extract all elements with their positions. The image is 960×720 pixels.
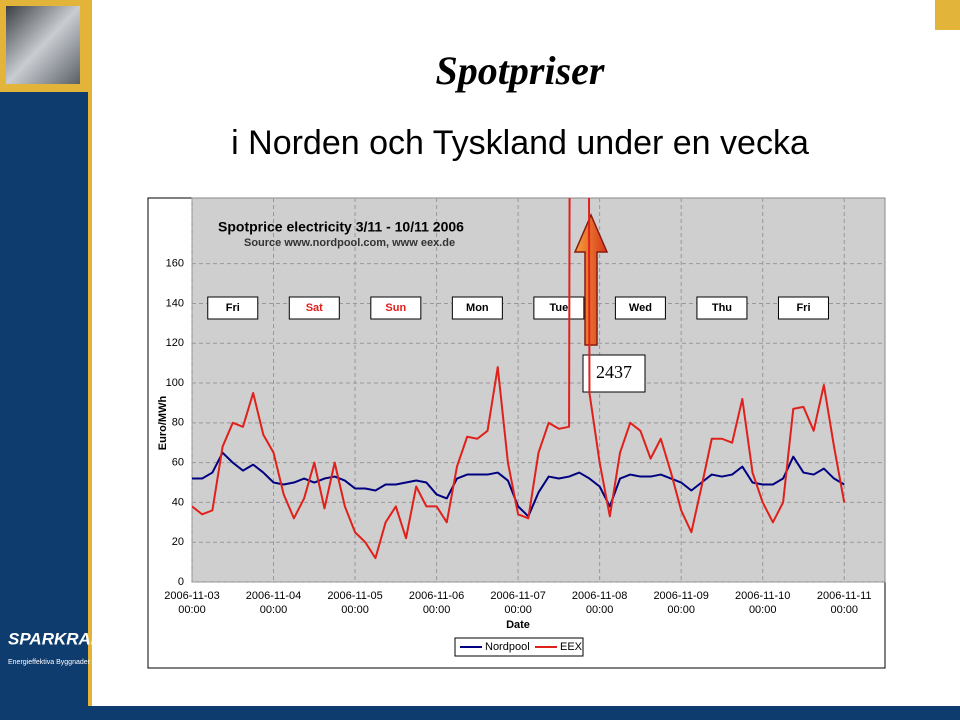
day-label: Mon: [466, 302, 489, 314]
stripe: [88, 92, 92, 720]
annotation-box: [582, 354, 646, 393]
day-label: Sun: [385, 302, 406, 314]
day-box: [614, 296, 666, 320]
x-axis-label: Date: [506, 619, 530, 631]
chart-title: Spotprice electricity 3/11 - 10/11 2006: [218, 219, 464, 235]
bottom-bar: [0, 706, 960, 720]
y-tick-label: 20: [172, 536, 184, 548]
x-tick-label: 2006-11-09 00:00: [653, 590, 709, 616]
x-tick-label: 2006-11-07 00:00: [490, 590, 546, 616]
day-label: Fri: [796, 302, 810, 314]
x-tick-label: 2006-11-04 00:00: [245, 590, 302, 616]
plot-area: [191, 197, 886, 583]
day-label: Wed: [629, 302, 652, 314]
day-box: [370, 296, 422, 320]
chart-subtitle: Source www.nordpool.com, www eex.de: [244, 237, 455, 249]
day-label: Thu: [712, 302, 732, 314]
legend-label: Nordpool: [485, 641, 530, 653]
y-tick-label: 0: [178, 576, 184, 588]
x-tick-label: 2006-11-08 00:00: [571, 590, 628, 616]
corner-frame-right: [935, 0, 960, 30]
x-tick-label: 2006-11-05 00:00: [327, 590, 383, 616]
x-tick-label: 2006-11-06 00:00: [408, 590, 465, 616]
x-tick-label: 2006-11-10 00:00: [734, 590, 791, 616]
y-tick-label: 100: [166, 377, 184, 389]
day-label: Tue: [550, 302, 569, 314]
day-box: [533, 296, 585, 320]
y-tick-label: 120: [166, 337, 184, 349]
corner-image: [6, 6, 80, 84]
day-label: Fri: [226, 302, 240, 314]
legend: [454, 637, 584, 657]
y-axis-label: Euro/MWh: [157, 396, 169, 451]
logo-tagline: Energieffektiva Byggnader: [8, 659, 91, 666]
day-box: [288, 296, 340, 320]
series-line: [192, 451, 845, 518]
day-label: Sat: [306, 302, 323, 314]
arrow: [573, 213, 609, 346]
sidebar: [0, 0, 90, 720]
day-box: [451, 296, 503, 320]
y-tick-label: 140: [166, 297, 184, 309]
day-box: [207, 296, 259, 320]
y-tick-label: 60: [172, 457, 184, 469]
y-tick-label: 40: [172, 496, 184, 508]
logo-name: SPARKRAFT: [8, 629, 113, 648]
day-box: [777, 296, 829, 320]
slide-subtitle: i Norden och Tyskland under en vecka: [231, 124, 809, 162]
slide-title: Spotpriser: [436, 48, 605, 93]
x-tick-label: 2006-11-03 00:00: [164, 590, 220, 616]
y-tick-label: 80: [172, 417, 184, 429]
day-box: [696, 296, 748, 320]
y-tick-label: 160: [166, 258, 184, 270]
legend-label: EEX: [560, 641, 583, 653]
annotation: 2437: [596, 362, 632, 382]
series-line: [192, 198, 846, 560]
x-tick-label: 2006-11-11 00:00: [816, 590, 872, 616]
